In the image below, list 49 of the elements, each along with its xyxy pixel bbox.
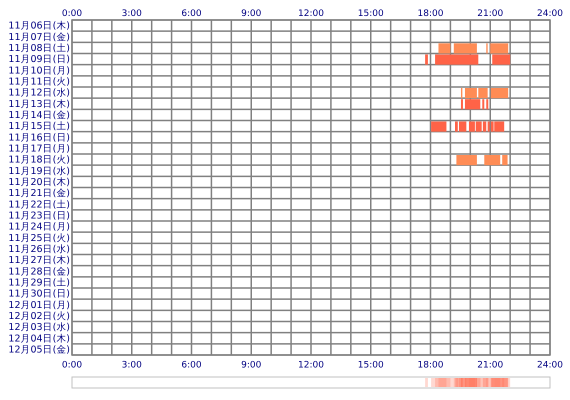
y-tick-label: 12月04日(木) xyxy=(8,332,70,344)
x2-tick-label: 21:00 xyxy=(477,360,504,370)
y-tick-label: 11月10日(月) xyxy=(8,65,70,76)
bar xyxy=(494,122,504,132)
x-tick-label: 24:00 xyxy=(537,9,564,19)
x-tick-label: 9:00 xyxy=(241,9,262,19)
y-tick-label: 11月15日(土) xyxy=(8,120,70,132)
x2-tick-label: 6:00 xyxy=(181,360,202,370)
x-tick-label: 6:00 xyxy=(181,9,202,19)
x2-tick-label: 15:00 xyxy=(358,360,384,370)
x2-tick-label: 9:00 xyxy=(241,360,262,370)
x2-tick-label: 3:00 xyxy=(122,360,142,370)
y-tick-label: 11月11日(火) xyxy=(8,75,70,88)
y-tick-label: 11月07日(金) xyxy=(8,30,70,43)
x-tick-label: 15:00 xyxy=(358,9,384,19)
y-tick-label: 12月03日(水) xyxy=(8,321,70,334)
y-tick-label: 11月09日(日) xyxy=(8,54,70,66)
y-tick-label: 11月27日(木) xyxy=(8,254,70,266)
y-tick-label: 11月16日(日) xyxy=(8,132,70,144)
y-tick-label: 11月08日(土) xyxy=(8,42,70,54)
y-tick-label: 11月26日(水) xyxy=(8,242,70,255)
x-tick-label: 3:00 xyxy=(122,9,142,19)
x-tick-label: 21:00 xyxy=(477,9,504,19)
y-tick-label: 11月19日(水) xyxy=(8,164,70,177)
y-tick-label: 11月12日(水) xyxy=(8,86,70,99)
x-tick-label: 0:00 xyxy=(62,9,82,19)
y-tick-label: 11月06日(木) xyxy=(8,20,70,32)
y-tick-label: 11月21日(金) xyxy=(8,187,70,200)
y-tick-label: 11月25日(火) xyxy=(8,232,70,244)
x2-tick-label: 18:00 xyxy=(418,360,444,370)
x2-tick-label: 0:00 xyxy=(62,360,82,370)
y-tick-label: 11月24日(月) xyxy=(8,222,70,233)
y-tick-label: 11月13日(木) xyxy=(8,98,70,110)
y-tick-label: 11月18日(火) xyxy=(8,154,70,166)
y-tick-label: 12月05日(金) xyxy=(8,343,70,356)
y-tick-label: 11月28日(金) xyxy=(8,265,70,278)
x2-tick-label: 12:00 xyxy=(298,360,324,370)
y-tick-label: 11月22日(土) xyxy=(8,198,70,210)
x-tick-label: 18:00 xyxy=(418,9,444,19)
y-tick-label: 11月17日(月) xyxy=(8,143,70,154)
y-tick-label: 11月20日(木) xyxy=(8,176,70,188)
y-tick-label: 11月14日(金) xyxy=(8,108,70,121)
y-tick-label: 11月29日(土) xyxy=(8,276,70,288)
y-tick-label: 12月01日(月) xyxy=(8,300,70,311)
y-tick-label: 12月02日(火) xyxy=(8,310,70,322)
y-tick-label: 11月30日(日) xyxy=(8,288,70,300)
x2-tick-label: 24:00 xyxy=(537,360,564,370)
y-tick-label: 11月23日(日) xyxy=(8,210,70,222)
x-tick-label: 12:00 xyxy=(298,9,324,19)
